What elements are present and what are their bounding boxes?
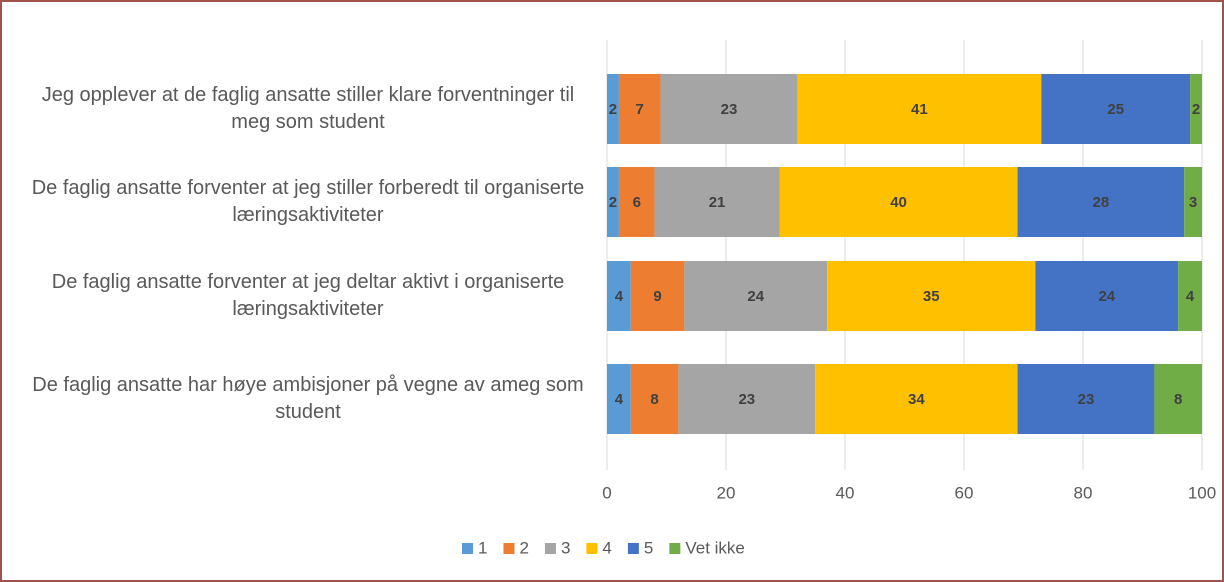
data-label: 23 [1078,391,1095,408]
legend-label: 4 [602,538,611,557]
data-label: 9 [653,288,661,305]
data-label: 28 [1093,194,1110,211]
data-label: 41 [911,101,928,118]
bar-segment [815,364,1018,434]
data-label: 3 [1189,194,1197,211]
data-label: 4 [615,391,624,408]
data-label: 7 [636,101,644,118]
x-tick-label: 40 [836,483,855,502]
legend-swatch [462,543,473,554]
x-tick-label: 20 [717,483,736,502]
legend-swatch [503,543,515,554]
bar-segment [827,261,1036,331]
legend-swatch [586,543,598,554]
data-label: 2 [609,101,617,118]
x-tick-label: 80 [1074,483,1093,502]
data-label: 23 [721,101,738,118]
bar-segment [660,74,798,144]
legend-swatch [544,543,556,554]
bar-segment [1035,261,1179,331]
data-label: 23 [738,391,755,408]
data-label: 40 [890,194,907,211]
legend-swatch [627,543,639,554]
bar-segment [1184,167,1202,237]
bar-segment [1178,261,1202,331]
category-label: De faglig ansatte har høye ambisjoner på… [32,374,584,423]
data-label: 4 [1186,288,1195,305]
legend-label: Vet ikke [685,538,745,557]
x-tick-label: 0 [602,483,611,502]
bar-segment [630,364,679,434]
bar-segment [630,261,685,331]
data-label: 2 [1192,101,1200,118]
bar-segment [618,74,661,144]
legend-label: 5 [644,538,653,557]
data-label: 6 [633,194,641,211]
legend-label: 1 [478,538,487,557]
bar-segment [1041,74,1191,144]
data-label: 24 [747,288,764,305]
bar-segment [607,167,619,237]
bar-segment [797,74,1042,144]
data-label: 34 [908,391,925,408]
data-label: 8 [1174,391,1182,408]
bar-segment [779,167,1018,237]
x-tick-label: 60 [955,483,974,502]
data-label: 4 [615,288,624,305]
data-label: 2 [609,194,617,211]
data-label: 21 [709,194,726,211]
bar-segment [654,167,780,237]
data-label: 35 [923,288,940,305]
legend-label: 2 [519,538,528,557]
category-label: Jeg opplever at de faglig ansatte stille… [41,84,575,133]
bar-segment [1017,364,1155,434]
bar-segment [1154,364,1202,434]
legend-label: 3 [561,538,570,557]
bar-segment [1017,167,1185,237]
bar-segment [1190,74,1202,144]
bar-segment [607,261,631,331]
bar-segment [618,167,655,237]
bar-segment [684,261,828,331]
data-label: 8 [650,391,658,408]
data-label: 24 [1098,288,1115,305]
category-label: De faglig ansatte forventer at jeg delta… [51,271,565,320]
category-label: De faglig ansatte forventer at jeg still… [31,177,585,226]
data-label: 25 [1107,101,1124,118]
bar-segment [607,364,631,434]
legend-swatch [669,543,681,554]
bar-segment [678,364,816,434]
bar-segment [607,74,619,144]
x-tick-label: 100 [1188,483,1216,502]
